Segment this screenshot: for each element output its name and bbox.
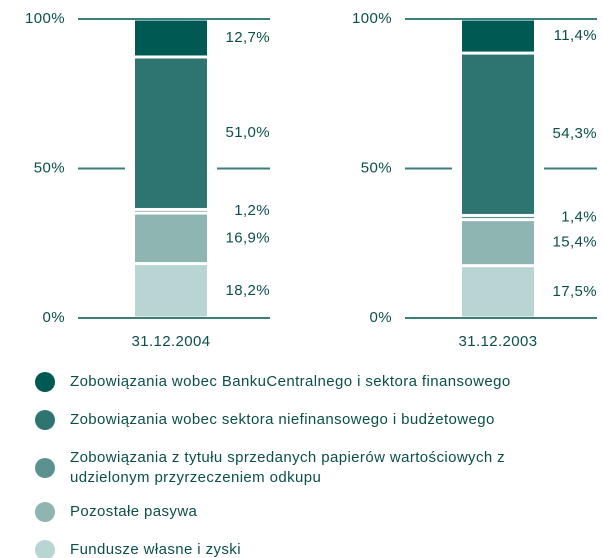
legend-label: Zobowiązania wobec BankuCentralnego i se…: [70, 373, 511, 390]
legend-label: Pozostałe pasywa: [70, 503, 198, 520]
y-tick-label: 0%: [370, 309, 392, 326]
legend-line: Zobowiązania wobec sektora niefinansoweg…: [70, 411, 495, 428]
bar-segment: [135, 265, 207, 317]
y-tick-label: 100%: [25, 10, 65, 27]
legend-swatch: [35, 502, 55, 522]
value-label: 15,4%: [552, 234, 597, 251]
value-label: 1,2%: [234, 202, 270, 219]
x-tick-label: 31.12.2003: [458, 333, 537, 350]
value-label: 17,5%: [552, 283, 597, 300]
bar-segment: [135, 20, 207, 56]
legend-swatch: [35, 372, 55, 392]
x-tick-label: 31.12.2004: [131, 333, 210, 350]
legend-swatch: [35, 540, 55, 558]
legend-line: Fundusze własne i zyski: [70, 541, 241, 558]
value-label: 51,0%: [225, 124, 270, 141]
bar-segment: [462, 216, 534, 219]
bar-segment: [135, 214, 207, 263]
y-tick-label: 100%: [352, 10, 392, 27]
value-label: 12,7%: [225, 29, 270, 46]
bar-segment: [462, 221, 534, 265]
y-tick-label: 0%: [43, 309, 65, 326]
value-label: 11,4%: [554, 27, 597, 44]
legend-line: Pozostałe pasywa: [70, 503, 198, 520]
value-label: 1,4%: [561, 209, 597, 226]
bar-segment: [135, 58, 207, 208]
bar-segment: [135, 210, 207, 212]
legend-label: Zobowiązania wobec sektora niefinansoweg…: [70, 411, 495, 428]
bar-segment: [462, 54, 534, 214]
legend-line: Zobowiązania z tytułu sprzedanych papier…: [70, 449, 510, 466]
y-tick-label: 50%: [361, 159, 392, 176]
bar-segment: [462, 267, 534, 317]
value-label: 18,2%: [225, 282, 270, 299]
legend-label: Zobowiązania z tytułu sprzedanych papier…: [70, 449, 510, 486]
value-label: 54,3%: [552, 125, 597, 142]
legend-swatch: [35, 410, 55, 430]
legend-line: Zobowiązania wobec BankuCentralnego i se…: [70, 373, 511, 390]
value-label: 16,9%: [225, 229, 270, 246]
legend-line: udzielonym przyrzeczeniem odkupu: [70, 469, 321, 486]
legend-label: Fundusze własne i zyski: [70, 541, 241, 558]
bar-segment: [462, 20, 534, 52]
legend-swatch: [35, 458, 55, 478]
y-tick-label: 50%: [34, 159, 65, 176]
